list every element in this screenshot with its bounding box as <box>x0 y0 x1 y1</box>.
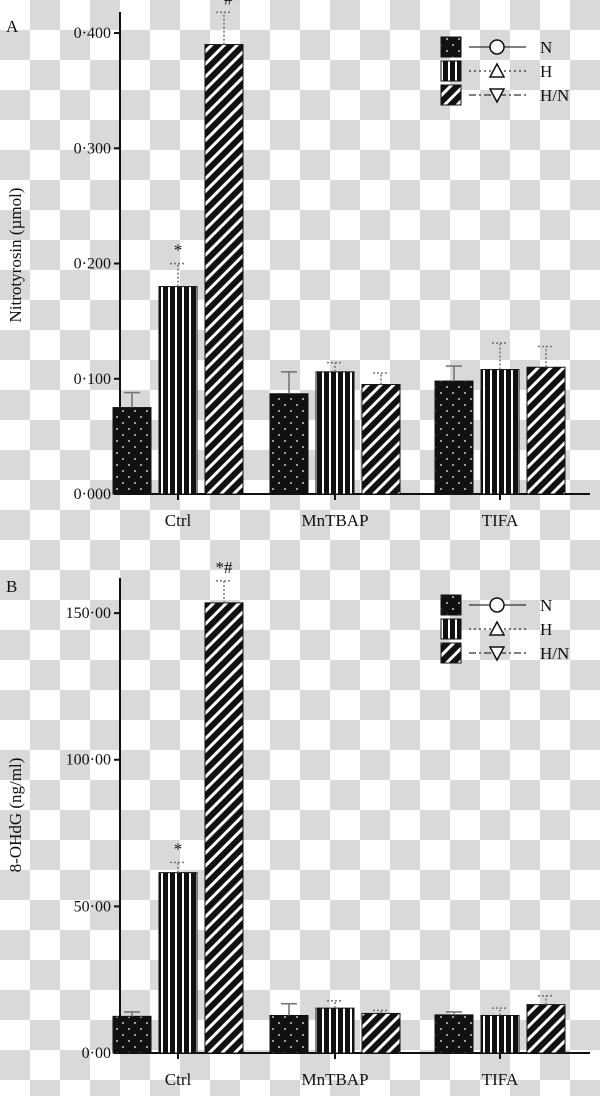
panel-a-bar-h <box>315 371 355 495</box>
panel-b-legend-swatch-n <box>440 594 462 616</box>
panel-b-legend-marker-h <box>488 620 506 636</box>
panel-b-bar-h-n <box>526 1004 566 1054</box>
panel-b-y-tick-label: 0·00 <box>82 1045 111 1062</box>
panel-b-y-tick-label: 150·00 <box>66 605 111 622</box>
panel-b-legend-label-h-n: H/N <box>540 644 569 663</box>
panel-a-y-axis-label: Nitrotyrosin (µmol) <box>6 188 25 323</box>
panel-b-legend: NH H/N <box>440 594 569 664</box>
panel-a-legend-label-h: H <box>540 62 552 81</box>
panel-b-significance-label: *# <box>216 558 234 577</box>
panel-b-bar-n <box>269 1014 309 1054</box>
panel-b-bar-h-n <box>361 1012 401 1054</box>
panel-b-y-tick-label: 100·00 <box>66 752 111 769</box>
panel-a-x-tick-label: MnTBAP <box>301 511 368 530</box>
panel-b-x-tick-label: TIFA <box>482 1070 519 1089</box>
panel-a-bar-h-n <box>204 44 244 495</box>
panel-b-bar-n <box>434 1014 474 1054</box>
panel-b-bar-n <box>112 1015 152 1054</box>
panel-a-legend-swatch-h <box>440 60 462 82</box>
panel-a-x-tick-label: Ctrl <box>165 511 192 530</box>
panel-a-y-tick-label: 0·200 <box>74 256 111 273</box>
panel-a-legend-marker-n <box>489 39 505 55</box>
panel-a-bar-n <box>269 393 309 495</box>
panel-b-legend-marker-h-n <box>488 646 506 662</box>
panel-b-letter: B <box>6 577 17 596</box>
panel-a-legend-label-n: N <box>540 38 552 57</box>
panel-b-legend-label-h: H <box>540 620 552 639</box>
panel-a-bar-h <box>158 286 198 495</box>
panel-a-legend: NH H/N <box>440 36 569 106</box>
panel-b-bar-h <box>480 1014 520 1054</box>
panel-a-bar-h-n <box>526 366 566 495</box>
panel-a-bar-n <box>434 380 474 495</box>
panel-a-bar-h-n <box>361 384 401 495</box>
panel-b-legend-swatch-h <box>440 618 462 640</box>
panel-a-bar-h <box>480 369 520 495</box>
panel-b-chart: B 8-OHdG (ng/ml) 0·00 50·00 100·00 150·00 C… <box>6 558 590 1089</box>
panel-b-x-tick-label: MnTBAP <box>301 1070 368 1089</box>
panel-a-bar-n <box>112 407 152 495</box>
panel-b-legend-swatch-h-n <box>440 642 462 664</box>
panel-a-letter: A <box>6 17 19 36</box>
panel-b-legend-label-n: N <box>540 596 552 615</box>
panel-b-bar-h-n <box>204 602 244 1054</box>
panel-a-legend-marker-h-n <box>488 88 506 104</box>
panel-b-significance-label: * <box>174 839 183 858</box>
panel-b-bar-h <box>315 1007 355 1054</box>
panel-a-legend-marker-h <box>488 62 506 78</box>
panel-b-y-axis-label: 8-OHdG (ng/ml) <box>6 758 25 873</box>
panel-b-y-tick-label: 50·00 <box>74 898 111 915</box>
panel-a-significance-label: * <box>174 241 183 260</box>
panel-a-x-tick-label: TIFA <box>482 511 519 530</box>
panel-b-x-tick-label: Ctrl <box>165 1070 192 1089</box>
panel-a-y-tick-label: 0·300 <box>74 140 111 157</box>
panel-a-legend-label-h-n: H/N <box>540 86 569 105</box>
panel-a-legend-swatch-h-n <box>440 84 462 106</box>
panel-a-significance-label: *# <box>216 0 234 8</box>
panel-a-y-tick-label: 0·400 <box>74 25 111 42</box>
panel-a-y-tick-label: 0·000 <box>74 486 111 503</box>
panel-a-chart: A Nitrotyrosin (µmol) 0·000 0·100 0·200 0·3… <box>6 0 590 530</box>
panel-a-legend-swatch-n <box>440 36 462 58</box>
panel-b-legend-marker-n <box>489 597 505 613</box>
panel-b-bar-h <box>158 872 198 1054</box>
panel-a-y-tick-label: 0·100 <box>74 371 111 388</box>
